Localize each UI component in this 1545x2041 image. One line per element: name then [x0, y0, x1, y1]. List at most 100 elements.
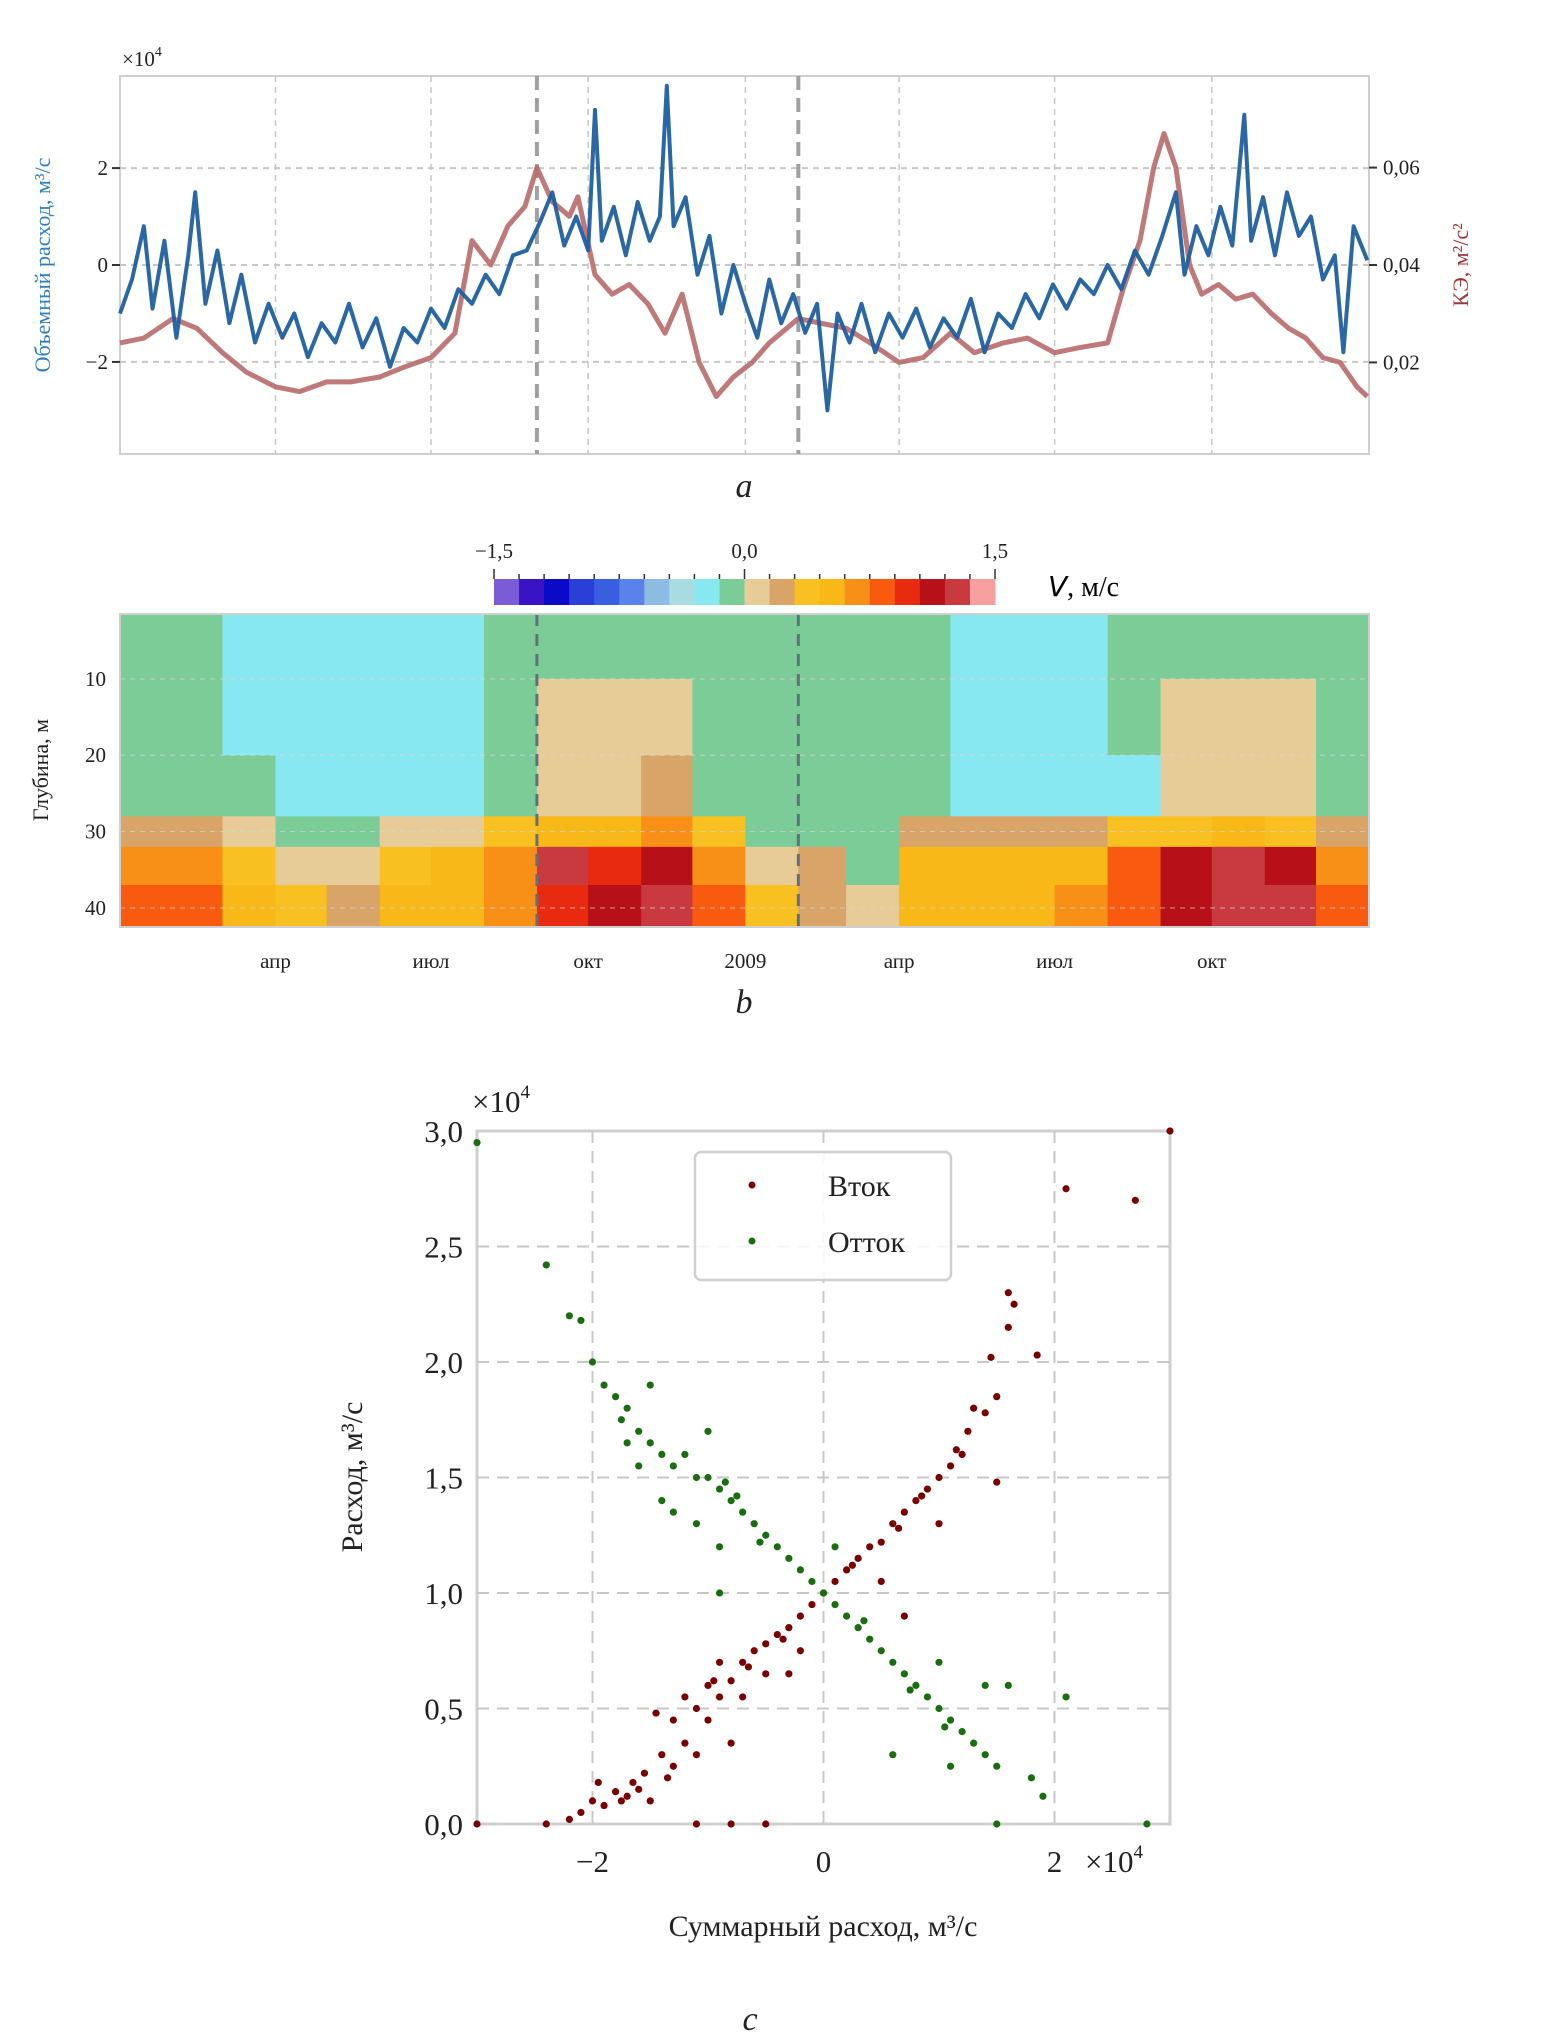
- panel-b-heatmap: [120, 614, 1370, 928]
- inflow-point: [715, 1658, 724, 1666]
- heatmap-cell: [1264, 846, 1317, 886]
- heatmap-cell: [120, 755, 174, 817]
- heatmap-cell: [1107, 885, 1162, 928]
- outflow-point: [646, 1439, 654, 1447]
- outflow-point: [796, 1566, 805, 1574]
- inflow-point: [681, 1693, 689, 1701]
- heatmap-cell: [1160, 678, 1213, 756]
- heatmap-cell: [846, 678, 900, 756]
- heatmap-cell: [798, 614, 847, 680]
- inflow-point: [877, 1538, 885, 1546]
- heatmap-cell: [641, 816, 693, 848]
- outflow-point: [831, 1600, 839, 1609]
- colorbar-cell: [969, 579, 996, 605]
- inflow-point: [652, 1709, 660, 1717]
- inflow-point: [669, 1762, 677, 1770]
- outflow-point: [565, 1312, 574, 1320]
- inflow-point: [964, 1427, 972, 1435]
- inflow-point: [739, 1693, 747, 1701]
- outflow-point: [750, 1520, 758, 1528]
- outflow-point: [704, 1473, 712, 1482]
- inflow-point: [1033, 1351, 1041, 1359]
- heatmap-cell: [1107, 755, 1162, 817]
- inflow-point: [727, 1820, 735, 1828]
- inflow-point: [958, 1450, 966, 1458]
- inflow-point: [710, 1677, 718, 1685]
- heatmap-cell: [745, 614, 799, 680]
- heatmap-cell: [899, 678, 951, 756]
- heatmap-cell: [846, 614, 900, 680]
- panel-a-left-axis-label: Объемный расход, м³/с: [30, 157, 55, 372]
- y-tick-label: 0,0: [424, 1807, 463, 1842]
- heatmap-cell: [430, 885, 485, 928]
- heatmap-cell: [430, 755, 485, 817]
- outflow-point: [912, 1681, 920, 1689]
- inflow-point: [1004, 1289, 1012, 1297]
- heatmap-cell: [1054, 755, 1109, 817]
- colorbar-cell: [744, 579, 771, 605]
- outflow-point: [658, 1450, 666, 1458]
- heatmap-cell: [1316, 885, 1370, 928]
- colorbar-cell: [869, 579, 896, 605]
- inflow-point: [952, 1446, 960, 1454]
- heatmap-cell: [275, 755, 328, 817]
- heatmap-cell: [1211, 846, 1266, 886]
- outflow-point: [981, 1681, 989, 1689]
- colorbar-cell: [944, 579, 971, 605]
- outflow-point: [623, 1439, 631, 1447]
- inflow-point: [808, 1600, 816, 1609]
- heatmap-cell: [798, 885, 847, 928]
- heatmap-cell: [172, 678, 224, 756]
- colorbar-tick-label: 1,5: [982, 539, 1008, 563]
- inflow-point: [970, 1404, 978, 1412]
- heatmap-cell: [120, 678, 174, 756]
- heatmap-cell: [430, 846, 485, 886]
- outflow-point: [889, 1658, 897, 1666]
- legend-marker-inflow: [748, 1181, 756, 1189]
- colorbar-cell: [569, 579, 595, 605]
- colorbar-cell: [769, 579, 796, 605]
- time-tick-label: окт: [573, 949, 603, 973]
- outflow-point: [785, 1554, 793, 1562]
- heatmap-cell: [1107, 614, 1162, 680]
- x-tick-label: −2: [576, 1844, 609, 1879]
- heatmap-cell: [430, 816, 485, 848]
- time-tick-label: апр: [260, 949, 291, 973]
- heatmap-cell: [222, 678, 277, 756]
- panel-c-y-axis-label: Расход, м³/с: [336, 1402, 369, 1553]
- outflow-point: [623, 1404, 631, 1412]
- outflow-point: [473, 1138, 481, 1147]
- heatmap-cell: [430, 614, 485, 680]
- inflow-point: [946, 1462, 955, 1470]
- legend-label-outflow: Отток: [828, 1226, 905, 1259]
- panel-c-label: c: [742, 2001, 757, 2038]
- heatmap-cell: [692, 885, 746, 928]
- panel-b-label: b: [736, 984, 753, 1021]
- inflow-point: [762, 1820, 770, 1828]
- colorbar-ticks: −1,5 0,0 1,5: [475, 539, 1008, 579]
- outflow-point: [635, 1427, 643, 1435]
- heatmap-cell: [692, 755, 746, 817]
- time-tick-label: июл: [413, 949, 450, 973]
- heatmap-cell: [1107, 846, 1162, 886]
- heatmap-cell: [120, 614, 174, 680]
- time-tick-label: 2009: [724, 949, 766, 973]
- outflow-point: [739, 1508, 747, 1516]
- outflow-point: [970, 1739, 978, 1747]
- outflow-point: [669, 1508, 677, 1516]
- colorbar-cell: [544, 579, 570, 605]
- inflow-point: [600, 1801, 608, 1810]
- heatmap-cell: [1160, 885, 1213, 928]
- y-tick-label: 0,5: [424, 1692, 463, 1727]
- panel-a-grid: [120, 76, 1369, 454]
- inflow-point: [727, 1677, 735, 1685]
- outflow-point: [1039, 1792, 1047, 1800]
- time-tick-label: апр: [884, 949, 915, 973]
- inflow-point: [739, 1658, 747, 1666]
- outflow-point: [889, 1751, 897, 1759]
- inflow-point: [779, 1635, 787, 1643]
- heatmap-cell: [1003, 755, 1056, 817]
- heatmap-cell: [483, 614, 538, 680]
- inflow-point: [635, 1785, 643, 1793]
- inflow-point: [640, 1769, 649, 1777]
